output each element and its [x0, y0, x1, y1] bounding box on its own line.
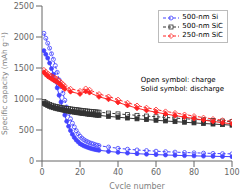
svg-text:1000: 1000 [14, 95, 34, 104]
svg-text:1500: 1500 [14, 64, 34, 73]
svg-text:2500: 2500 [14, 2, 34, 11]
html-text:500-nm SiC: 500-nm SiC [182, 22, 223, 30]
svg-text:20: 20 [75, 168, 85, 177]
svg-text:60: 60 [151, 168, 161, 177]
svg-text:Cycle number: Cycle number [109, 182, 165, 189]
svg-text:100: 100 [224, 168, 232, 177]
svg-text:40: 40 [113, 168, 123, 177]
svg-text:2000: 2000 [14, 33, 34, 42]
svg-text:80: 80 [189, 168, 199, 177]
html-text:Open symbol: charge: Open symbol: charge [140, 75, 216, 84]
html-text:250-nm SiC: 250-nm SiC [182, 31, 223, 39]
svg-text:0: 0 [39, 168, 44, 177]
svg-text:Specific capacity (mAh g⁻¹): Specific capacity (mAh g⁻¹) [8, 32, 9, 135]
html-text:500-nm Si: 500-nm Si [182, 13, 219, 21]
html-text:Solid symbol: discharge: Solid symbol: discharge [140, 84, 225, 93]
svg-text:500: 500 [19, 126, 34, 135]
svg-text:0: 0 [29, 157, 34, 166]
